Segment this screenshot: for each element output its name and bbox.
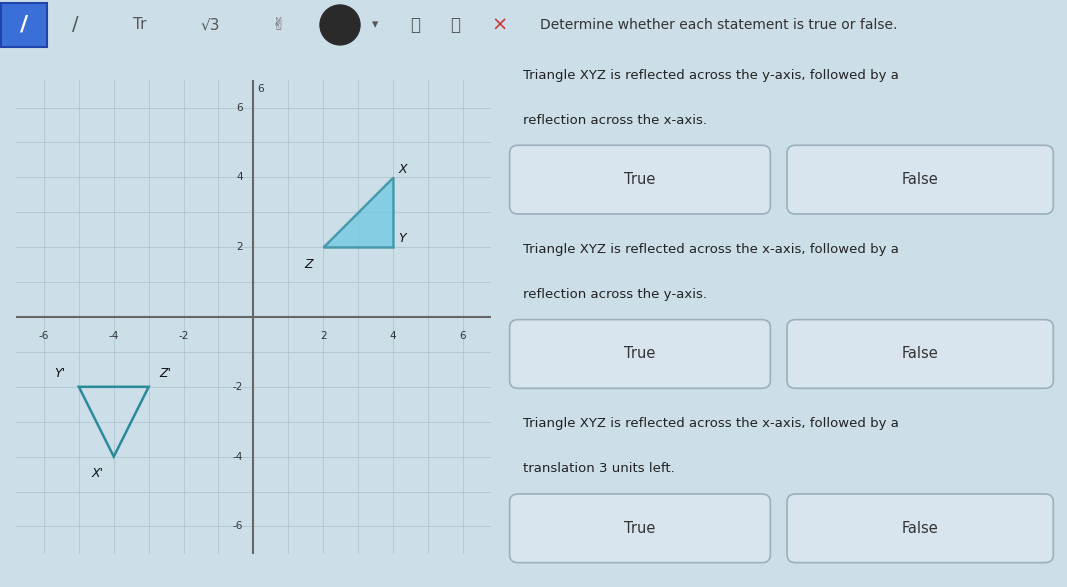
Text: Triangle XYZ is reflected across the x‑axis, followed by a: Triangle XYZ is reflected across the x‑a… bbox=[524, 243, 899, 256]
Text: ▾: ▾ bbox=[372, 18, 378, 32]
FancyBboxPatch shape bbox=[787, 319, 1053, 389]
Text: ǝ: ǝ bbox=[334, 16, 346, 34]
Text: False: False bbox=[902, 521, 939, 536]
Text: 4: 4 bbox=[389, 331, 396, 341]
Text: Triangle XYZ is reflected across the y‑axis, followed by a: Triangle XYZ is reflected across the y‑a… bbox=[524, 69, 899, 82]
FancyBboxPatch shape bbox=[510, 145, 770, 214]
Text: Z': Z' bbox=[159, 367, 171, 380]
Text: True: True bbox=[624, 346, 656, 362]
Text: ⌢: ⌢ bbox=[450, 16, 460, 34]
Text: Z: Z bbox=[304, 258, 313, 271]
Text: -6: -6 bbox=[38, 331, 49, 341]
Circle shape bbox=[320, 5, 360, 45]
Text: Y: Y bbox=[398, 232, 405, 245]
Text: reflection across the x‑axis.: reflection across the x‑axis. bbox=[524, 113, 707, 127]
Text: True: True bbox=[624, 172, 656, 187]
Text: -2: -2 bbox=[233, 382, 243, 392]
Text: -6: -6 bbox=[233, 521, 243, 531]
Text: True: True bbox=[624, 521, 656, 536]
Text: ✌: ✌ bbox=[271, 16, 285, 34]
Text: 2: 2 bbox=[320, 331, 327, 341]
Text: √3: √3 bbox=[201, 18, 220, 32]
FancyBboxPatch shape bbox=[787, 494, 1053, 562]
FancyBboxPatch shape bbox=[787, 145, 1053, 214]
FancyBboxPatch shape bbox=[510, 319, 770, 389]
FancyBboxPatch shape bbox=[510, 494, 770, 562]
Text: Tr: Tr bbox=[133, 18, 147, 32]
FancyBboxPatch shape bbox=[1, 3, 47, 47]
Text: 6: 6 bbox=[460, 331, 466, 341]
Text: False: False bbox=[902, 172, 939, 187]
Text: X': X' bbox=[92, 467, 103, 480]
Text: -4: -4 bbox=[233, 451, 243, 461]
Text: Y': Y' bbox=[53, 367, 65, 380]
Text: /: / bbox=[20, 15, 28, 35]
Text: reflection across the y‑axis.: reflection across the y‑axis. bbox=[524, 288, 707, 301]
Text: 4: 4 bbox=[236, 173, 243, 183]
Text: 6: 6 bbox=[257, 83, 264, 93]
Text: 2: 2 bbox=[236, 242, 243, 252]
Text: False: False bbox=[902, 346, 939, 362]
Text: ×: × bbox=[492, 15, 508, 35]
Text: 6: 6 bbox=[236, 103, 243, 113]
Text: translation 3 units left.: translation 3 units left. bbox=[524, 463, 675, 475]
Polygon shape bbox=[323, 177, 393, 247]
Text: X: X bbox=[398, 163, 407, 176]
Text: Determine whether each statement is true or false.: Determine whether each statement is true… bbox=[540, 18, 897, 32]
Text: ⌒: ⌒ bbox=[410, 16, 420, 34]
Text: -2: -2 bbox=[178, 331, 189, 341]
Text: -4: -4 bbox=[109, 331, 118, 341]
Text: /: / bbox=[71, 15, 78, 35]
Text: Triangle XYZ is reflected across the x‑axis, followed by a: Triangle XYZ is reflected across the x‑a… bbox=[524, 417, 899, 430]
